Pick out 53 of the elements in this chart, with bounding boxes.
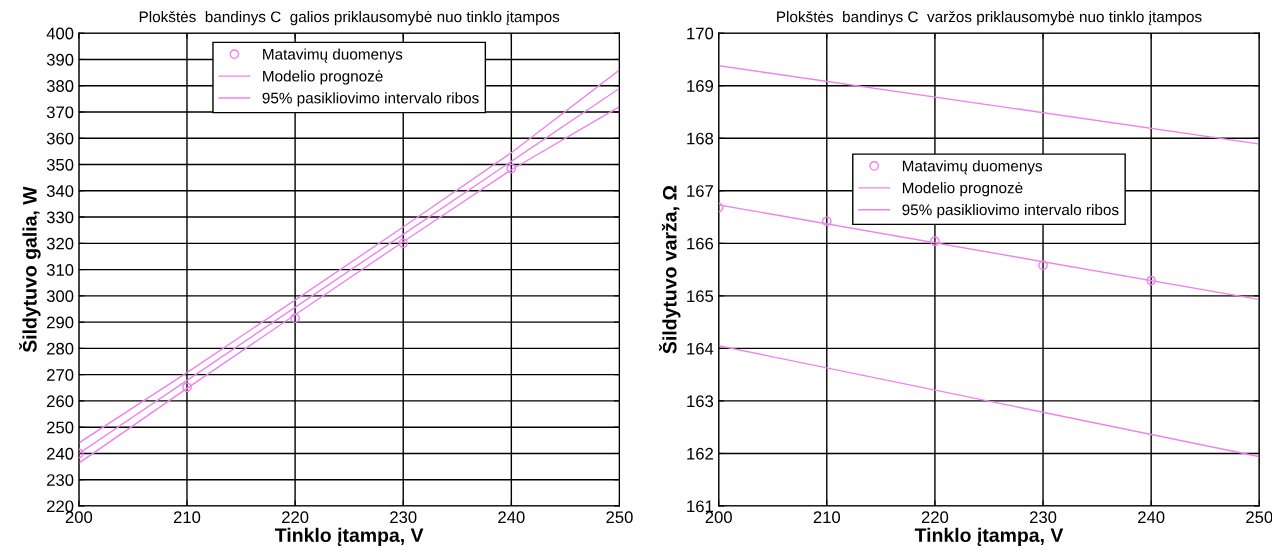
y-tick-label: 330 (46, 211, 74, 224)
y-tick-label: 370 (46, 106, 74, 119)
x-tick-label: 240 (1138, 511, 1165, 524)
y-axis-title: Šildytuvo varža, Ω (659, 185, 681, 354)
legend-label: 95% pasikliovimo intervalo ribos (902, 203, 1119, 219)
x-tick-label: 200 (705, 511, 732, 524)
y-tick-label: 240 (47, 447, 74, 460)
y-tick-label: 167 (687, 185, 713, 197)
y-tick-label: 380 (46, 80, 74, 92)
legend-label: Matavimų duomenys (902, 160, 1043, 175)
y-tick-label: 165 (687, 290, 714, 303)
x-tick-label: 220 (282, 511, 309, 524)
x-tick-label: 220 (921, 511, 949, 524)
x-tick-label: 210 (173, 511, 201, 524)
y-tick-label: 290 (47, 316, 74, 329)
x-tick-label: 230 (1029, 511, 1057, 524)
y-tick-label: 169 (687, 80, 714, 92)
y-tick-label: 350 (46, 158, 74, 171)
y-tick-label: 250 (47, 421, 74, 434)
legend-label: 95% pasikliovimo intervalo ribos (262, 92, 479, 107)
x-tick-label: 240 (498, 511, 525, 524)
x-tick-label: 250 (606, 511, 633, 524)
y-tick-label: 300 (46, 290, 74, 303)
y-tick-label: 163 (687, 395, 714, 408)
y-tick-label: 400 (46, 27, 74, 40)
y-tick-label: 270 (47, 369, 74, 381)
y-tick-label: 166 (687, 237, 714, 250)
y-tick-label: 360 (46, 132, 74, 145)
y-tick-label: 164 (687, 342, 714, 355)
x-axis-title: Tinklo įtampa, V (275, 527, 424, 546)
legend-label: Modelio prognozė (263, 70, 383, 85)
y-tick-label: 340 (46, 185, 74, 197)
y-tick-label: 161 (687, 500, 714, 513)
x-tick-label: 200 (65, 511, 93, 524)
y-tick-label: 260 (47, 395, 74, 408)
y-tick-label: 280 (47, 342, 74, 355)
y-tick-label: 162 (687, 447, 713, 460)
y-tick-label: 310 (46, 263, 74, 276)
y-tick-label: 170 (687, 27, 714, 40)
x-tick-label: 230 (390, 511, 417, 524)
x-tick-label: 250 (1246, 511, 1272, 524)
y-tick-label: 220 (47, 500, 74, 513)
y-tick-label: 230 (47, 474, 74, 486)
y-axis-title: Šildytuvo galia, W (19, 186, 41, 353)
legend-label: Matavimų duomenys (263, 48, 403, 63)
x-tick-label: 210 (813, 511, 841, 524)
chart-title: Plokštės bandinys C varžos priklausomybė nuo tinklo įtampos (777, 10, 1202, 26)
x-axis-title: Tinklo įtampa, V (914, 527, 1064, 546)
y-tick-label: 168 (687, 132, 714, 145)
legend-label: Modelio prognozė (902, 182, 1023, 197)
chart-title: Plokštės bandinys C galios priklausomybė nuo tinklo įtampos (139, 10, 560, 26)
y-tick-label: 390 (46, 53, 74, 66)
y-tick-label: 320 (46, 237, 74, 250)
